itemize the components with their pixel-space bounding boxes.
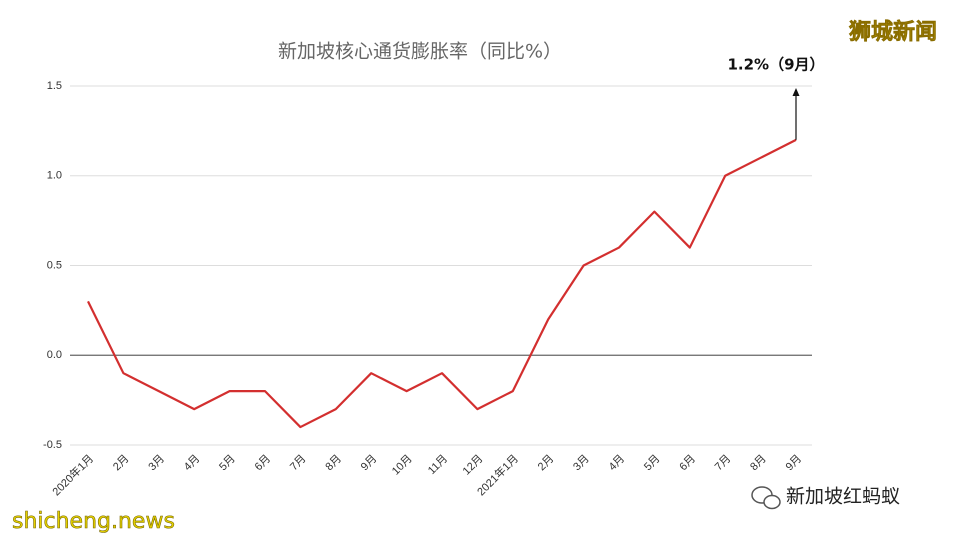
x-tick-label: 4月 xyxy=(182,453,203,474)
watermark: shicheng.news xyxy=(12,509,175,534)
x-tick-label: 3月 xyxy=(571,453,592,474)
x-tick-label: 7月 xyxy=(288,453,309,474)
x-tick-label: 2月 xyxy=(536,453,557,474)
chart-title: 新加坡核心通货膨胀率（同比%） xyxy=(278,41,562,63)
line xyxy=(87,138,797,429)
x-tick-label: 2020年1月 xyxy=(49,451,96,498)
x-tick-label: 5月 xyxy=(217,453,238,474)
x-tick-label: 7月 xyxy=(713,453,734,474)
x-tick-label: 6月 xyxy=(677,453,698,474)
x-tick-label: 9月 xyxy=(784,453,805,474)
x-tick-label: 10月 xyxy=(390,453,415,478)
watermark: 新加坡红蚂蚁 xyxy=(786,486,900,508)
x-tick-label: 6月 xyxy=(253,453,274,474)
annotation: 1.2%（9月） xyxy=(727,56,824,74)
watermark: 狮城新闻 xyxy=(849,19,937,45)
x-tick-label: 3月 xyxy=(146,453,167,474)
y-tick-label: 0.5 xyxy=(47,259,62,271)
x-tick-label: 12月 xyxy=(461,453,486,478)
x-tick-label: 2月 xyxy=(111,453,132,474)
annotation-arrowhead xyxy=(792,88,800,96)
x-tick-label: 9月 xyxy=(359,453,380,474)
x-tick-label: 5月 xyxy=(642,453,663,474)
y-tick-label: 1.0 xyxy=(47,170,62,182)
y-tick-label: 0.0 xyxy=(47,349,62,361)
x-tick-label: 8月 xyxy=(748,453,769,474)
wechat-icon xyxy=(751,486,781,510)
x-tick-label: 11月 xyxy=(426,453,450,477)
x-tick-label: 8月 xyxy=(323,453,344,474)
y-tick-label: -0.5 xyxy=(43,439,62,451)
y-tick-label: 1.5 xyxy=(47,80,62,92)
x-tick-label: 4月 xyxy=(607,453,628,474)
